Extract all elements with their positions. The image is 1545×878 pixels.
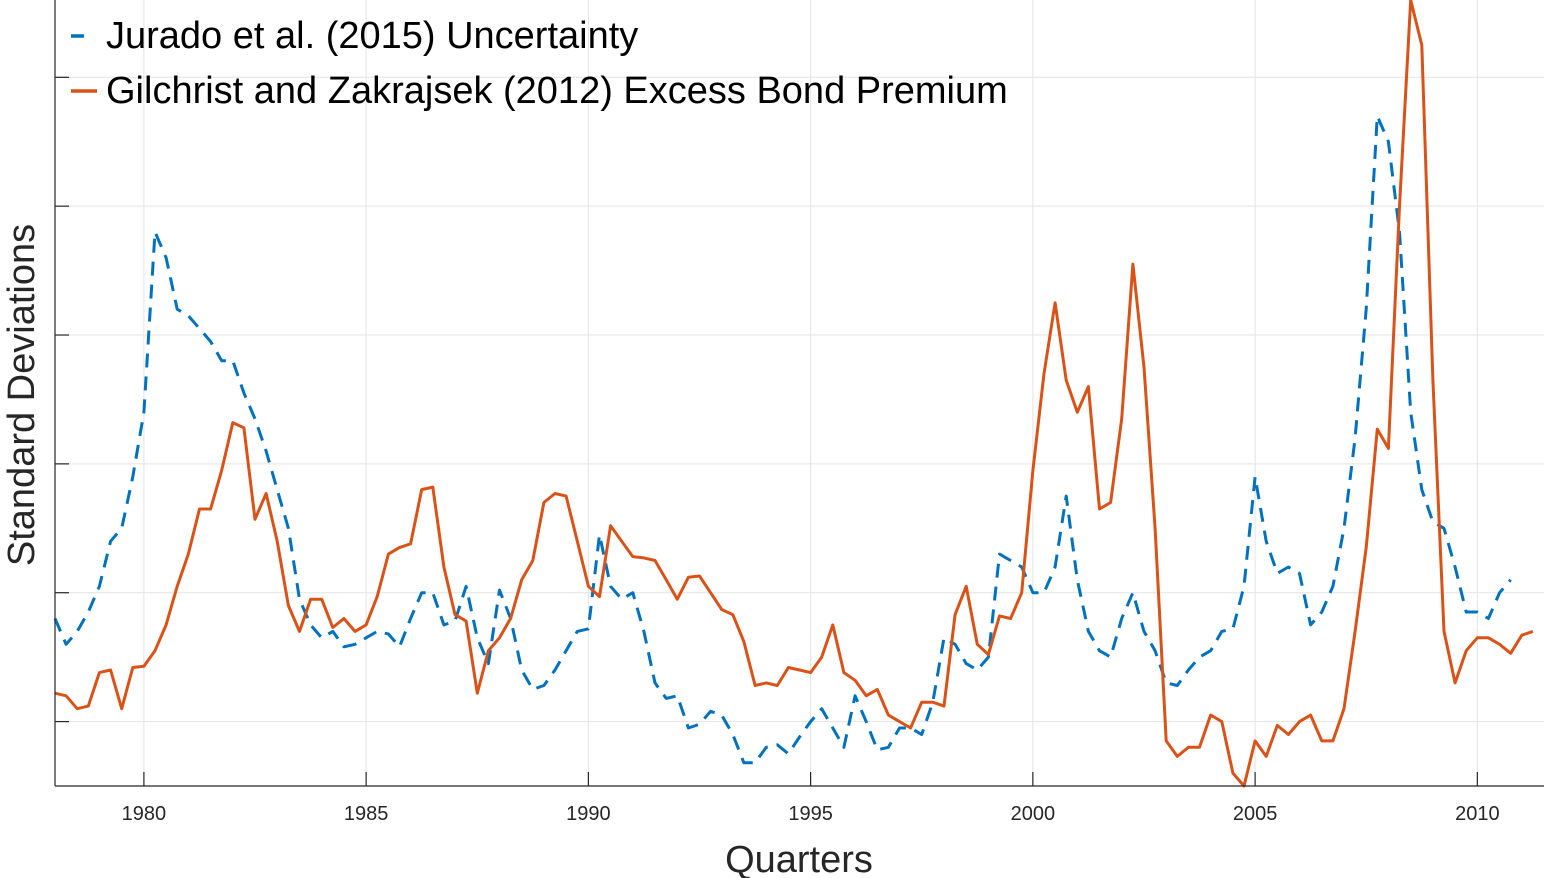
x-tick-label: 1990 [566, 803, 611, 825]
x-tick-label: 1985 [344, 803, 389, 825]
legend-entry-label: Gilchrist and Zakrajsek (2012) Excess Bo… [106, 70, 1008, 112]
x-tick-label: 2000 [1011, 803, 1056, 825]
legend-entry-label: Jurado et al. (2015) Uncertainty [106, 15, 638, 57]
grid [55, 0, 1544, 786]
y-axis-label: Standard Deviations [1, 224, 43, 566]
x-axis-label: Quarters [725, 839, 873, 878]
legend: Jurado et al. (2015) Uncertainty Gilchris… [71, 15, 1008, 112]
axes [54, 0, 1544, 787]
x-tick-label: 1980 [122, 803, 167, 825]
x-tick-label: 2005 [1233, 803, 1278, 825]
tick-labels: 1980 1985 1990 1995 2000 2005 2010 [122, 803, 1500, 825]
x-tick-label: 1995 [788, 803, 833, 825]
series-line-jurado [53, 114, 1512, 765]
series-line-ebp [54, 0, 1534, 788]
series-layer [53, 0, 1534, 788]
x-tick-label: 2010 [1455, 803, 1500, 825]
